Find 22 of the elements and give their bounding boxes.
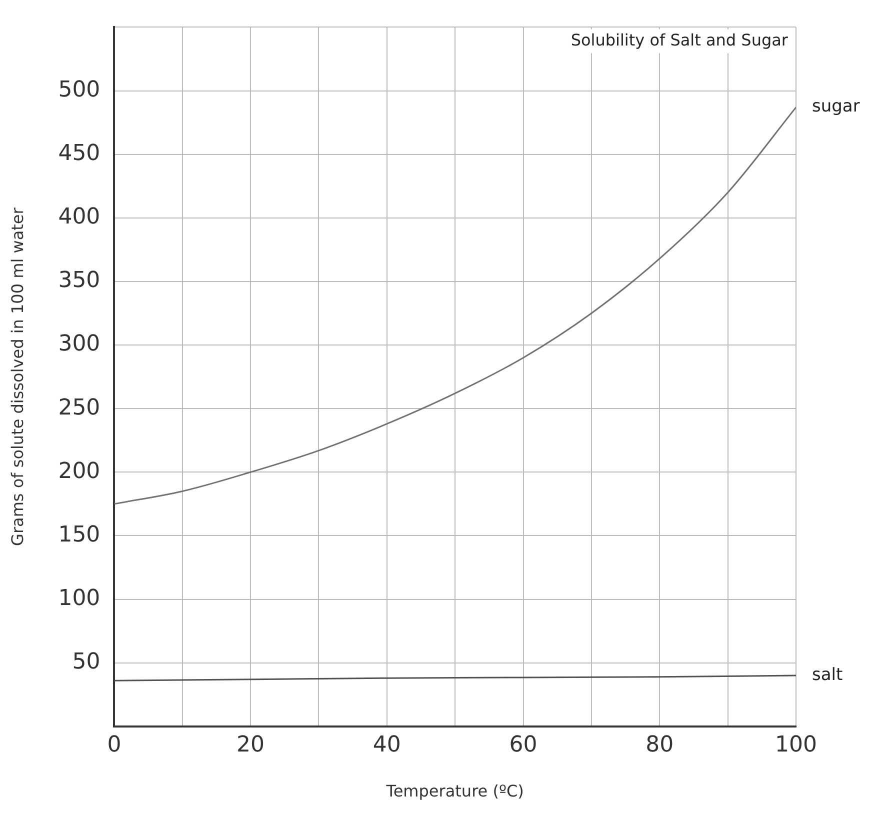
y-tick-label: 350 — [58, 268, 100, 294]
chart-title: Solubility of Salt and Sugar — [570, 30, 788, 50]
y-tick-label: 200 — [58, 458, 100, 484]
series-label: salt — [812, 664, 843, 685]
series-label: sugar — [812, 96, 860, 117]
x-tick-label: 0 — [107, 732, 122, 758]
y-tick-label: 450 — [58, 141, 100, 166]
line-series — [114, 106, 796, 505]
y-tick-label: 300 — [58, 332, 100, 357]
x-tick-label: 100 — [775, 732, 817, 758]
y-tick-label: 100 — [58, 586, 100, 611]
y-tick-label: 500 — [58, 77, 100, 102]
x-tick-label: 20 — [236, 732, 265, 758]
y-tick-label: 150 — [58, 522, 100, 548]
y-tick-label: 50 — [72, 650, 100, 675]
x-tick-label: 80 — [646, 732, 674, 758]
y-axis-title: Grams of solute dissolved in 100 ml water — [8, 207, 27, 546]
x-axis-title: Temperature (ºC) — [385, 782, 524, 801]
x-tick-label: 60 — [509, 732, 538, 758]
y-tick-label: 400 — [58, 204, 100, 230]
x-tick-label: 40 — [372, 732, 401, 758]
y-tick-label: 250 — [58, 395, 100, 420]
